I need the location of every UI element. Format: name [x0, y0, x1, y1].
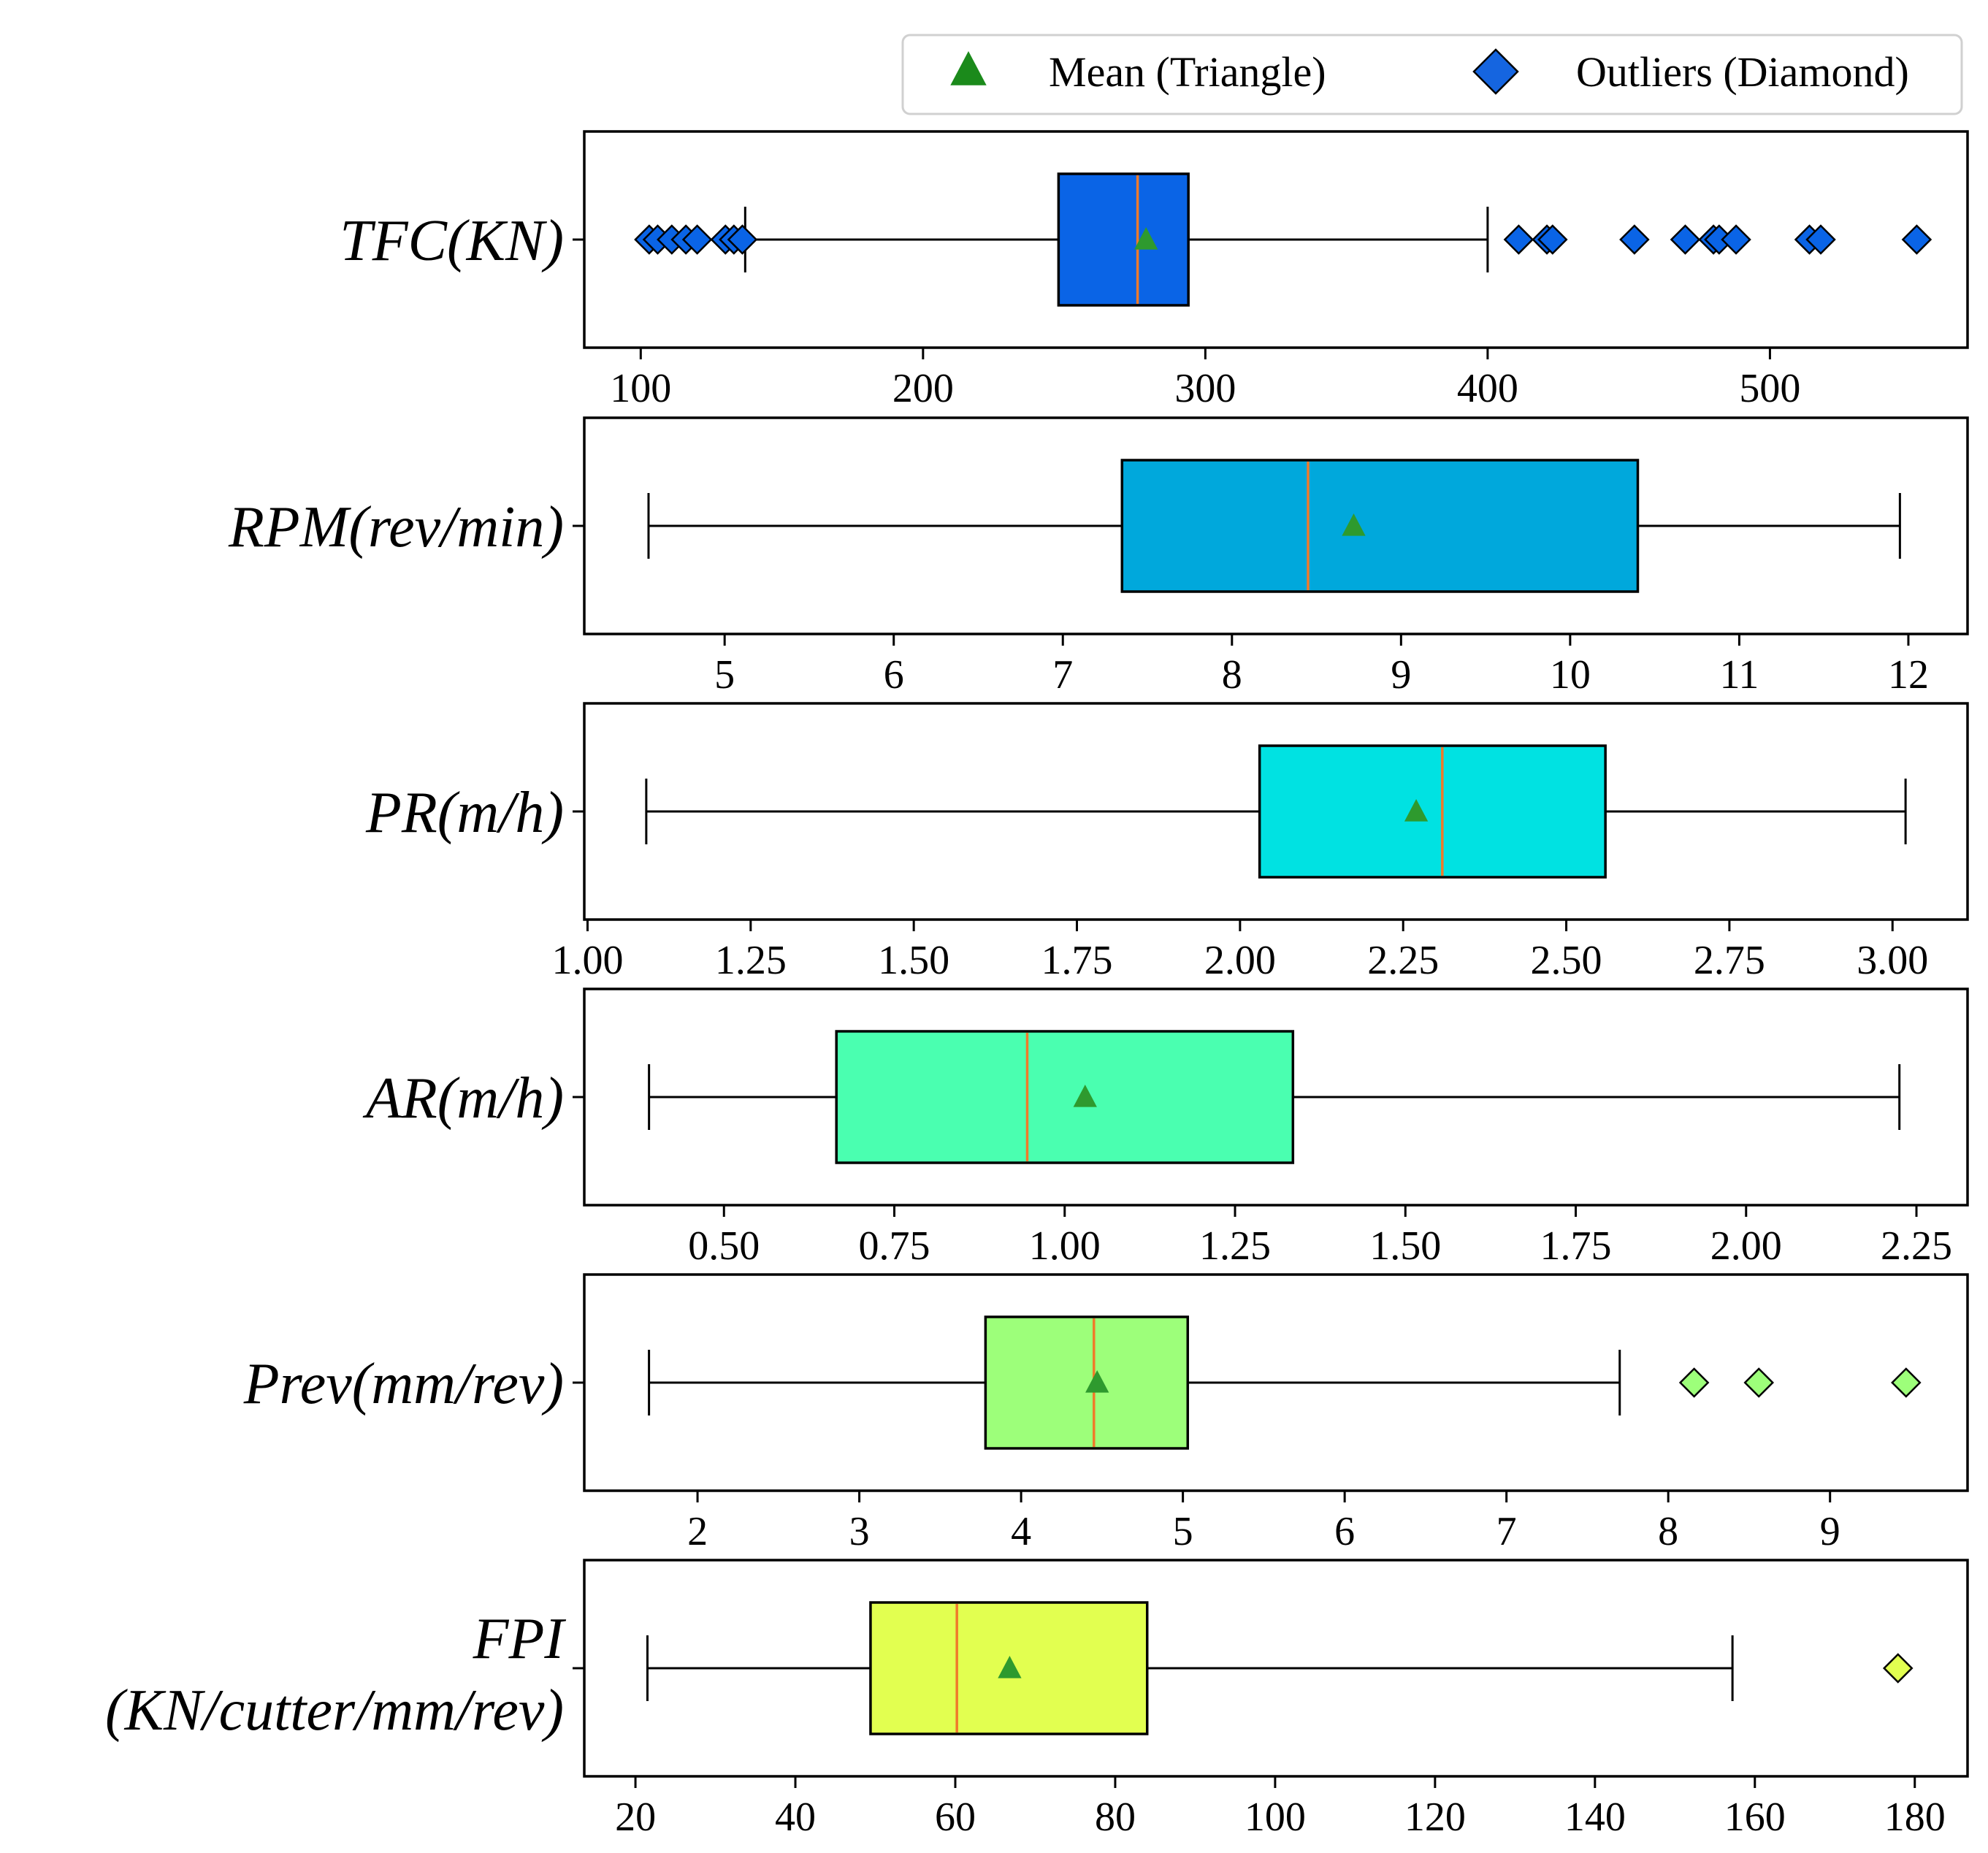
x-tick-label: 9	[1391, 652, 1411, 698]
outlier-point	[681, 224, 713, 255]
mean-marker	[998, 1656, 1022, 1678]
iqr-box	[1120, 459, 1640, 593]
mean-marker	[1134, 227, 1158, 250]
x-tick-label: 40	[775, 1795, 816, 1840]
panel-rpm: RPM(rev/min) 5 6 7 8 9 10 11 12	[228, 416, 1969, 698]
x-tick-label: 10	[1550, 652, 1591, 698]
x-tick-label: 200	[892, 366, 954, 411]
x-tick-label: 20	[615, 1795, 656, 1840]
y-axis-label: FPI	[473, 1607, 567, 1671]
outlier-point	[1743, 1367, 1775, 1398]
x-tick-label: 1.50	[1369, 1223, 1441, 1269]
outlier-point	[1670, 224, 1701, 255]
x-tick-label: 12	[1888, 652, 1929, 698]
y-axis-label: AR(m/h)	[362, 1066, 564, 1131]
x-tick-label: 8	[1222, 652, 1242, 698]
x-tick-label: 80	[1095, 1795, 1136, 1840]
outlier-point	[1503, 224, 1534, 255]
x-tick-label: 120	[1404, 1795, 1466, 1840]
outlier-point	[1805, 224, 1836, 255]
x-tick-label: 4	[1011, 1509, 1031, 1554]
x-tick-label: 7	[1496, 1509, 1517, 1554]
y-axis-label: TFC(KN)	[340, 209, 564, 273]
x-tick-label: 100	[1245, 1795, 1306, 1840]
x-tick-label: 2.50	[1531, 938, 1602, 983]
y-axis-label: PR(m/h)	[365, 781, 564, 845]
x-tick-label: 400	[1457, 366, 1518, 411]
y-axis-label: Prev(mm/rev)	[243, 1352, 564, 1416]
outlier-point	[1891, 1367, 1922, 1398]
x-tick-label: 2.00	[1204, 938, 1276, 983]
y-axis-label-line2: (KN/cutter/mm/rev)	[105, 1678, 564, 1743]
x-tick-label: 1.75	[1041, 938, 1113, 983]
x-tick-label: 140	[1564, 1795, 1626, 1840]
x-tick-label: 2.25	[1367, 938, 1439, 983]
x-tick-label: 60	[935, 1795, 976, 1840]
mean-marker	[1404, 799, 1429, 822]
x-tick-label: 300	[1174, 366, 1236, 411]
iqr-box	[984, 1315, 1190, 1450]
outlier-point	[1901, 224, 1932, 255]
x-tick-label: 3.00	[1857, 938, 1928, 983]
panel-prev: Prev(mm/rev) 2 3 4 5 6 7 8 9	[243, 1273, 1969, 1554]
mean-marker	[1073, 1085, 1097, 1107]
x-tick-label: 1.25	[715, 938, 787, 983]
x-tick-label: 3	[849, 1509, 870, 1554]
iqr-box	[1258, 744, 1607, 879]
x-tick-label: 180	[1884, 1795, 1946, 1840]
x-tick-label: 11	[1719, 652, 1759, 698]
panel-tfc: TFC(KN) 100 200 300 400 500	[340, 130, 1969, 411]
legend-outlier-marker	[1472, 48, 1519, 95]
x-tick-label: 2.25	[1881, 1223, 1952, 1269]
mean-marker	[1342, 513, 1366, 536]
boxplot-panels: TFC(KN) 100 200 300 400 500 RPM(rev/min) 5 6 7 8 9 1…	[105, 130, 1969, 1840]
iqr-box	[835, 1030, 1295, 1164]
x-tick-label: 5	[714, 652, 735, 698]
x-tick-label: 2.00	[1710, 1223, 1782, 1269]
x-tick-label: 6	[884, 652, 904, 698]
x-tick-label: 5	[1173, 1509, 1193, 1554]
x-tick-label: 160	[1724, 1795, 1786, 1840]
x-tick-label: 7	[1052, 652, 1073, 698]
legend-mean-label: Mean (Triangle)	[1049, 48, 1326, 96]
legend-frame	[901, 34, 1963, 115]
panel-ar: AR(m/h) 0.50 0.75 1.00 1.25 1.50 1.75 2.00 2.25	[362, 987, 1969, 1269]
iqr-box	[1057, 172, 1190, 307]
x-tick-label: 6	[1334, 1509, 1355, 1554]
x-tick-label: 1.00	[1029, 1223, 1101, 1269]
x-tick-label: 0.75	[859, 1223, 930, 1269]
panel-pr: PR(m/h) 1.00 1.25 1.50 1.75 2.00 2.25 2.50 2.75 3…	[365, 702, 1969, 983]
x-tick-label: 1.50	[878, 938, 949, 983]
x-tick-label: 100	[610, 366, 671, 411]
x-tick-label: 8	[1658, 1509, 1678, 1554]
x-tick-label: 1.25	[1199, 1223, 1271, 1269]
x-tick-label: 2	[687, 1509, 708, 1554]
legend-outlier-label: Outliers (Diamond)	[1576, 48, 1909, 96]
x-tick-label: 2.75	[1694, 938, 1765, 983]
outlier-point	[727, 224, 758, 255]
outlier-point	[1619, 224, 1650, 255]
legend: Mean (Triangle) Outliers (Diamond)	[901, 34, 1963, 115]
panel-fpi: FPI (KN/cutter/mm/rev) 20 40 60 80 100 120 140 16…	[105, 1559, 1969, 1840]
x-tick-label: 9	[1820, 1509, 1840, 1554]
x-tick-label: 500	[1739, 366, 1800, 411]
y-axis-label: RPM(rev/min)	[228, 495, 564, 559]
outlier-point	[1882, 1653, 1914, 1684]
x-tick-label: 0.50	[688, 1223, 760, 1269]
outlier-point	[1537, 224, 1568, 255]
mean-marker	[1085, 1370, 1109, 1393]
outlier-point	[1721, 224, 1751, 255]
x-tick-label: 1.00	[551, 938, 623, 983]
x-tick-label: 1.75	[1540, 1223, 1612, 1269]
legend-mean-marker	[950, 51, 987, 85]
outlier-point	[1678, 1367, 1710, 1398]
